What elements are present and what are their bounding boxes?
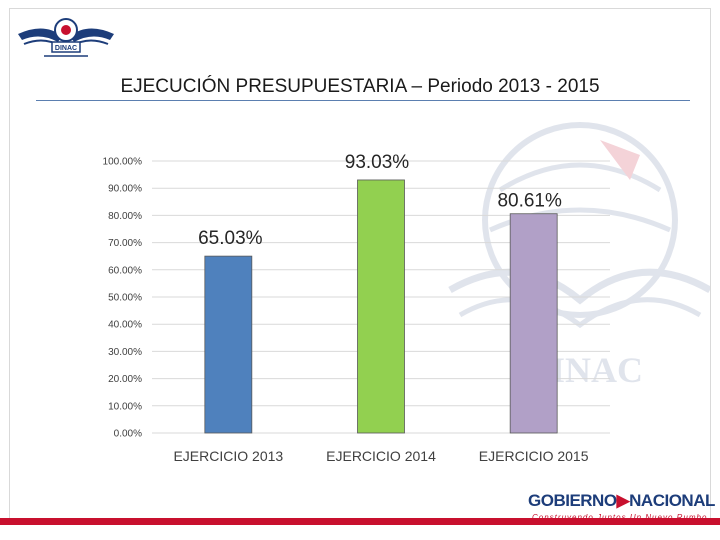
y-tick-label: 100.00% [103, 157, 143, 168]
bar-2 [509, 213, 558, 434]
footer-white-band [0, 525, 720, 540]
logo-text: DINAC [55, 45, 77, 52]
x-category-label: EJERCICIO 2014 [326, 448, 436, 464]
y-tick-label: 10.00% [108, 401, 142, 412]
nacional-text: NACIONAL [629, 491, 715, 510]
y-tick-label: 40.00% [108, 320, 142, 331]
data-label: 93.03% [345, 152, 410, 173]
y-tick-label: 70.00% [108, 238, 142, 249]
y-tick-label: 20.00% [108, 374, 142, 385]
y-tick-label: 0.00% [114, 429, 142, 440]
x-category-label: EJERCICIO 2013 [173, 448, 283, 464]
footer-red-bar [0, 518, 720, 525]
page-title: EJECUCIÓN PRESUPUESTARIA – Periodo 2013 … [120, 76, 600, 97]
data-label: 80.61% [497, 191, 562, 212]
y-tick-label: 50.00% [108, 293, 142, 304]
bar-0 [204, 255, 253, 434]
bar-1 [357, 179, 405, 434]
gobierno-text: GOBIERNO [528, 491, 617, 510]
y-tick-label: 80.00% [108, 211, 142, 222]
dinac-logo: DINAC [18, 18, 114, 57]
data-label: 65.03% [198, 228, 263, 249]
y-tick-label: 90.00% [108, 184, 142, 195]
title-divider [36, 100, 690, 101]
gobierno-tagline: Construyendo Juntos Un Nuevo Rumbo [532, 513, 707, 522]
y-tick-label: 30.00% [108, 347, 142, 358]
y-tick-label: 60.00% [108, 265, 142, 276]
x-category-label: EJERCICIO 2015 [479, 448, 589, 464]
gobierno-nacional-logo: GOBIERNO▶NACIONAL [528, 491, 715, 510]
